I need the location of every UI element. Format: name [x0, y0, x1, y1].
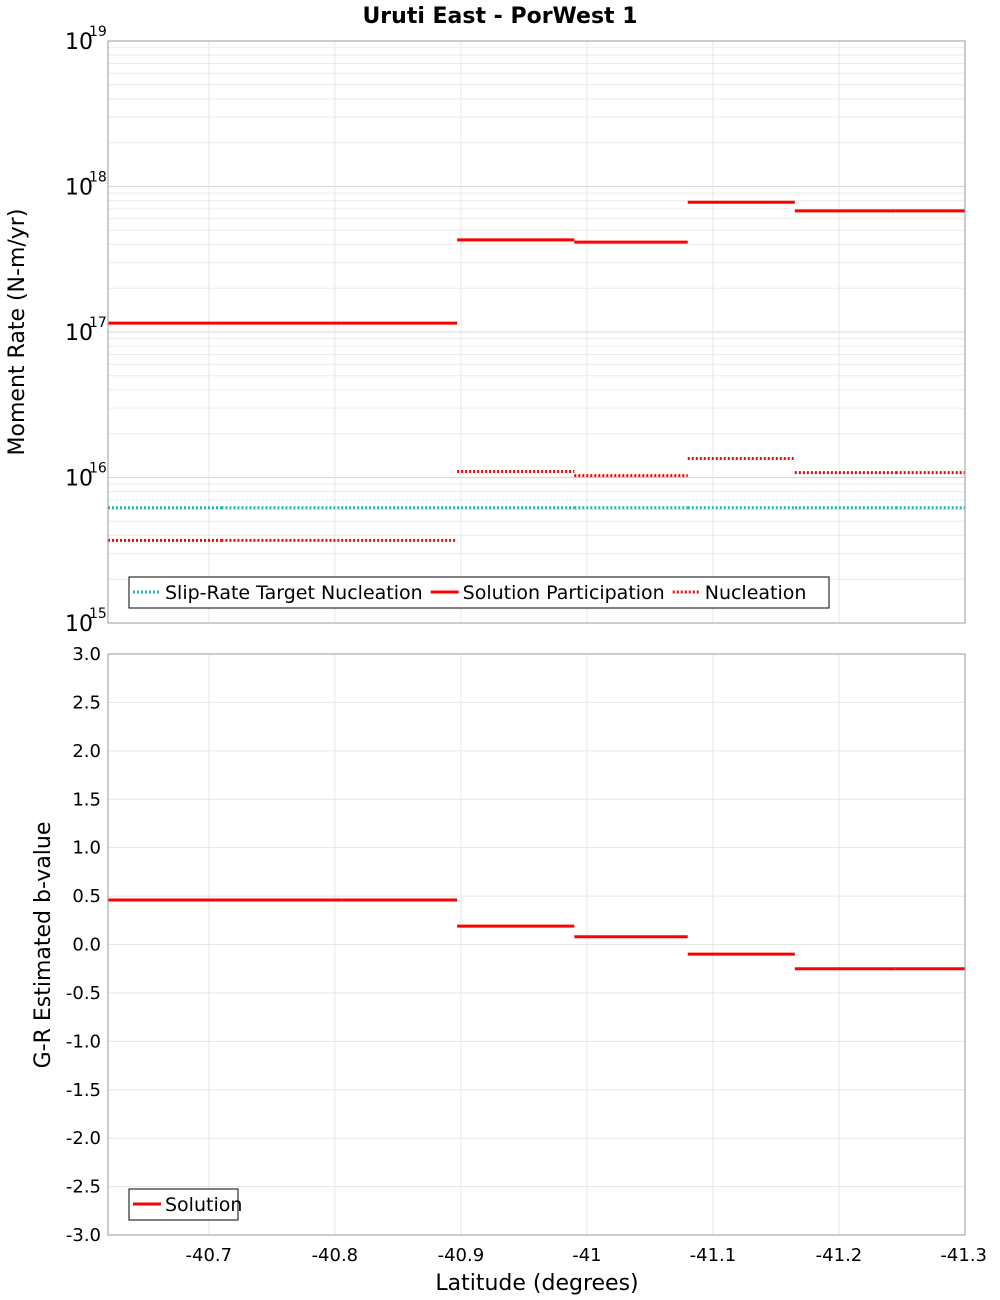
moment-rate-grid	[108, 40, 966, 624]
moment-rate-series	[108, 200, 965, 542]
moment-rate-legend-label: Solution Participation	[463, 582, 665, 604]
b-value-series	[108, 898, 965, 971]
moment-rate-y-tick-label: 10	[65, 30, 93, 55]
b-value-legend: Solution	[128, 1188, 242, 1221]
b-value-y-tick-label: -1.5	[66, 1080, 101, 1101]
b-value-y-tick-label: -1.0	[66, 1031, 101, 1052]
x-axis-label: Latitude (degrees)	[435, 1271, 638, 1296]
x-tick-label: -41	[572, 1245, 601, 1266]
moment-rate-y-tick-label: 10	[65, 321, 93, 346]
b-value-y-tick-label: 0.0	[72, 935, 101, 956]
b-value-y-tick-label: -3.0	[66, 1225, 101, 1246]
moment-rate-y-tick-label: 10	[65, 467, 93, 492]
b-value-y-tick-label: 2.5	[72, 692, 101, 713]
x-tick-label: -40.7	[186, 1245, 233, 1266]
b-value-frame	[107, 653, 966, 1236]
b-value-y-ticks: 3.0 2.5 2.0 1.5 1.0 0.5 0.0 -0.5 -1.0 -1.5 -2.0 -2.…	[66, 644, 101, 1246]
b-value-y-tick-label: 1.5	[72, 789, 101, 810]
x-tick-label: -40.8	[312, 1245, 359, 1266]
x-tick-label: -41.2	[816, 1245, 863, 1266]
moment-rate-y-tick-exponent: 18	[89, 170, 107, 186]
b-value-y-tick-label: 2.0	[72, 741, 101, 762]
b-value-panel: 3.0 2.5 2.0 1.5 1.0 0.5 0.0 -0.5 -1.0 -1.5 -2.0 -2.…	[31, 644, 987, 1296]
b-value-y-tick-label: 1.0	[72, 838, 101, 859]
moment-rate-frame	[107, 40, 966, 624]
moment-rate-y-tick-label: 10	[65, 612, 93, 637]
x-axis-ticks: -40.7 -40.8 -40.9 -41 -41.1 -41.2 -41.3	[186, 1245, 987, 1266]
moment-rate-legend-label: Nucleation	[705, 582, 807, 604]
x-tick-label: -40.9	[438, 1245, 485, 1266]
b-value-y-tick-label: 3.0	[72, 644, 101, 665]
chart-title: Uruti East - PorWest 1	[362, 4, 637, 29]
moment-rate-y-axis-label: Moment Rate (N-m/yr)	[5, 209, 30, 456]
moment-rate-legend: Slip-Rate Target Nucleation Solution Part…	[128, 576, 830, 609]
b-value-y-tick-label: -0.5	[66, 983, 101, 1004]
moment-rate-y-tick-label: 10	[65, 176, 93, 201]
moment-rate-y-tick-exponent: 17	[89, 315, 107, 331]
x-tick-label: -41.1	[690, 1245, 737, 1266]
moment-rate-legend-box	[128, 576, 830, 609]
moment-rate-y-tick-exponent: 19	[89, 24, 107, 40]
moment-rate-y-tick-exponent: 15	[89, 606, 107, 622]
b-value-y-axis-label: G-R Estimated b-value	[31, 822, 56, 1069]
b-value-y-tick-label: 0.5	[72, 886, 101, 907]
b-value-y-tick-label: -2.5	[66, 1177, 101, 1198]
b-value-y-tick-label: -2.0	[66, 1128, 101, 1149]
x-tick-label: -41.3	[940, 1245, 987, 1266]
b-value-legend-label: Solution	[165, 1194, 242, 1216]
moment-rate-legend-label: Slip-Rate Target Nucleation	[165, 582, 423, 604]
moment-rate-y-tick-exponent: 16	[89, 461, 107, 477]
